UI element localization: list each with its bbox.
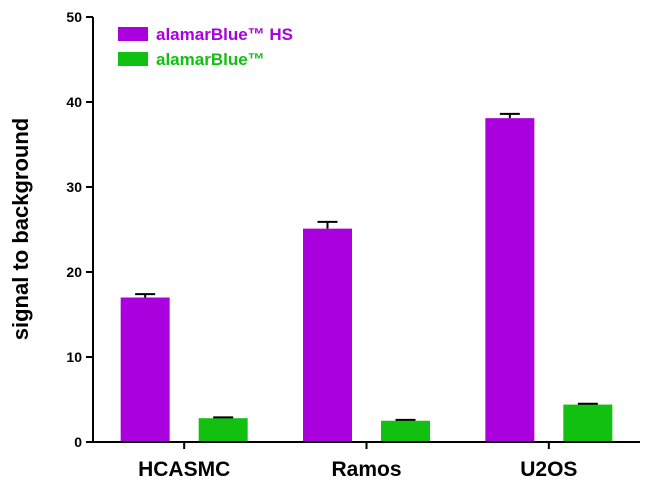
y-tick-label: 0 [74, 434, 82, 450]
bar [303, 228, 352, 442]
bar [120, 297, 170, 442]
legend: alamarBlue™ HS alamarBlue™ [118, 25, 293, 69]
bar [563, 404, 613, 442]
legend-swatch [118, 52, 148, 66]
bar [381, 420, 430, 442]
x-tick-label: U2OS [520, 458, 577, 481]
y-tick-label: 10 [66, 349, 82, 365]
legend-label: alamarBlue™ [156, 50, 265, 69]
bars-layer [120, 118, 613, 443]
y-tick-label: 30 [66, 179, 82, 195]
y-tick-label: 50 [66, 9, 82, 25]
bar [485, 118, 535, 443]
legend-swatch [118, 27, 148, 41]
legend-label: alamarBlue™ HS [156, 25, 293, 44]
error-bars-layer [135, 112, 598, 421]
x-tick-label: HCASMC [138, 458, 230, 481]
x-tick-label: Ramos [331, 458, 401, 481]
axes-layer: 0 10 20 30 40 50 HCASMC Ramos U2OS [66, 9, 640, 481]
y-axis-label: signal to background [8, 118, 33, 340]
bar [198, 418, 248, 442]
y-tick-label: 20 [66, 264, 82, 280]
y-tick-label: 40 [66, 94, 82, 110]
